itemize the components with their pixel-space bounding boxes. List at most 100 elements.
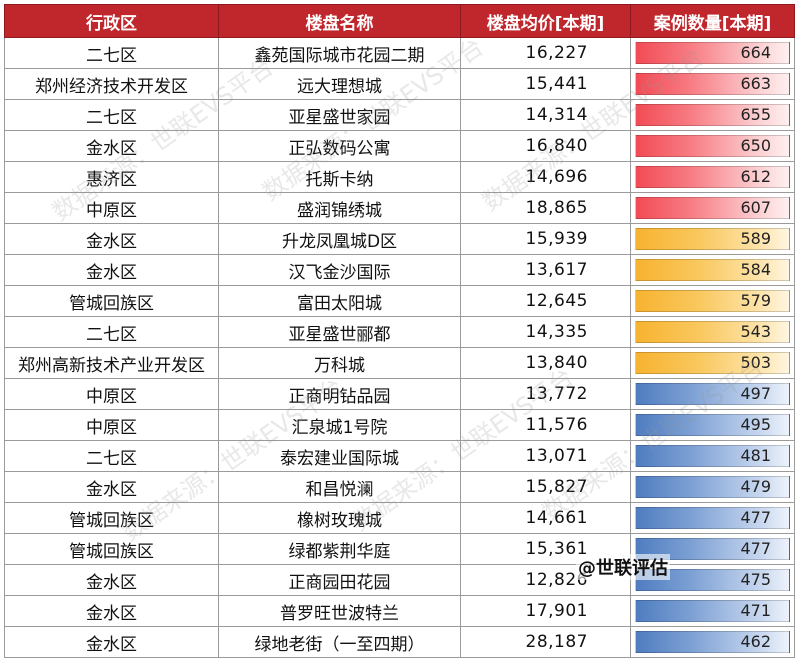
price-cell: 16,840: [460, 130, 631, 162]
table-row: 二七区 泰宏建业国际城 13,071 481: [4, 440, 795, 472]
project-name-cell: 普罗旺世波特兰: [218, 595, 461, 627]
table-row: 二七区 亚星盛世家园 14,314 655: [4, 99, 795, 131]
price-cell: 12,826: [460, 564, 631, 596]
count-bar: 475: [635, 569, 790, 591]
count-cell: 589: [630, 223, 795, 255]
header-price: 楼盘均价[本期]: [460, 4, 631, 38]
district-cell: 金水区: [4, 223, 219, 255]
project-name-cell: 泰宏建业国际城: [218, 440, 461, 472]
count-cell: 503: [630, 347, 795, 379]
price-cell: 14,661: [460, 502, 631, 534]
project-name-cell: 盛润锦绣城: [218, 192, 461, 224]
count-cell: 497: [630, 378, 795, 410]
table-row: 金水区 正商园田花园 12,826 475: [4, 564, 795, 596]
count-value: 477: [740, 539, 771, 558]
credit-label: @世联评估: [576, 554, 670, 580]
district-cell: 管城回族区: [4, 502, 219, 534]
district-cell: 金水区: [4, 130, 219, 162]
count-bar: 584: [635, 259, 790, 281]
district-cell: 二七区: [4, 37, 219, 69]
project-name-cell: 托斯卡纳: [218, 161, 461, 193]
district-cell: 中原区: [4, 409, 219, 441]
count-value: 543: [740, 322, 771, 341]
table-row: 中原区 汇泉城1号院 11,576 495: [4, 409, 795, 441]
count-bar: 477: [635, 507, 790, 529]
project-name-cell: 万科城: [218, 347, 461, 379]
table-row: 管城回族区 橡树玫瑰城 14,661 477: [4, 502, 795, 534]
count-cell: 477: [630, 533, 795, 565]
project-name-cell: 鑫苑国际城市花园二期: [218, 37, 461, 69]
count-value: 462: [740, 632, 771, 651]
count-value: 579: [740, 291, 771, 310]
table-row: 中原区 正商明钻品园 13,772 497: [4, 378, 795, 410]
count-cell: 579: [630, 285, 795, 317]
price-cell: 14,335: [460, 316, 631, 348]
count-cell: 655: [630, 99, 795, 131]
price-cell: 17,901: [460, 595, 631, 627]
table-row: 中原区 盛润锦绣城 18,865 607: [4, 192, 795, 224]
header-name: 楼盘名称: [218, 4, 461, 38]
table-row: 二七区 亚星盛世郦都 14,335 543: [4, 316, 795, 348]
count-bar: 471: [635, 600, 790, 622]
count-value: 655: [740, 105, 771, 124]
count-cell: 663: [630, 68, 795, 100]
district-cell: 中原区: [4, 192, 219, 224]
price-cell: 15,441: [460, 68, 631, 100]
price-cell: 13,840: [460, 347, 631, 379]
table-row: 郑州高新技术产业开发区 万科城 13,840 503: [4, 347, 795, 379]
count-bar: 664: [635, 42, 790, 64]
table-row: 金水区 和昌悦澜 15,827 479: [4, 471, 795, 503]
count-bar: 607: [635, 197, 790, 219]
table-row: 金水区 普罗旺世波特兰 17,901 471: [4, 595, 795, 627]
district-cell: 中原区: [4, 378, 219, 410]
count-value: 663: [740, 74, 771, 93]
district-cell: 金水区: [4, 254, 219, 286]
price-cell: 13,617: [460, 254, 631, 286]
housing-table: 行政区 楼盘名称 楼盘均价[本期] 案例数量[本期] 二七区 鑫苑国际城市花园二期…: [4, 4, 795, 658]
district-cell: 管城回族区: [4, 533, 219, 565]
count-cell: 607: [630, 192, 795, 224]
price-cell: 11,576: [460, 409, 631, 441]
count-value: 479: [740, 477, 771, 496]
count-value: 503: [740, 353, 771, 372]
count-cell: 495: [630, 409, 795, 441]
project-name-cell: 亚星盛世家园: [218, 99, 461, 131]
count-cell: 462: [630, 626, 795, 658]
district-cell: 金水区: [4, 595, 219, 627]
count-value: 589: [740, 229, 771, 248]
project-name-cell: 正商明钻品园: [218, 378, 461, 410]
project-name-cell: 汉飞金沙国际: [218, 254, 461, 286]
count-cell: 612: [630, 161, 795, 193]
count-value: 650: [740, 136, 771, 155]
count-cell: 584: [630, 254, 795, 286]
count-value: 471: [740, 601, 771, 620]
project-name-cell: 汇泉城1号院: [218, 409, 461, 441]
table-header-row: 行政区 楼盘名称 楼盘均价[本期] 案例数量[本期]: [4, 4, 795, 38]
count-cell: 479: [630, 471, 795, 503]
count-bar: 503: [635, 352, 790, 374]
table-row: 金水区 绿地老街（一至四期） 28,187 462: [4, 626, 795, 658]
district-cell: 金水区: [4, 471, 219, 503]
count-value: 481: [740, 446, 771, 465]
count-value: 497: [740, 384, 771, 403]
table-row: 金水区 升龙凤凰城D区 15,939 589: [4, 223, 795, 255]
price-cell: 14,314: [460, 99, 631, 131]
price-cell: 16,227: [460, 37, 631, 69]
project-name-cell: 绿都紫荆华庭: [218, 533, 461, 565]
header-district: 行政区: [4, 4, 219, 38]
project-name-cell: 和昌悦澜: [218, 471, 461, 503]
district-cell: 郑州经济技术开发区: [4, 68, 219, 100]
count-bar: 543: [635, 321, 790, 343]
count-bar: 663: [635, 73, 790, 95]
count-value: 584: [740, 260, 771, 279]
price-cell: 13,071: [460, 440, 631, 472]
table-row: 金水区 汉飞金沙国际 13,617 584: [4, 254, 795, 286]
price-cell: 12,645: [460, 285, 631, 317]
count-value: 664: [740, 43, 771, 62]
count-bar: 477: [635, 538, 790, 560]
price-cell: 15,939: [460, 223, 631, 255]
project-name-cell: 富田太阳城: [218, 285, 461, 317]
count-bar: 481: [635, 445, 790, 467]
project-name-cell: 亚星盛世郦都: [218, 316, 461, 348]
price-cell: 18,865: [460, 192, 631, 224]
